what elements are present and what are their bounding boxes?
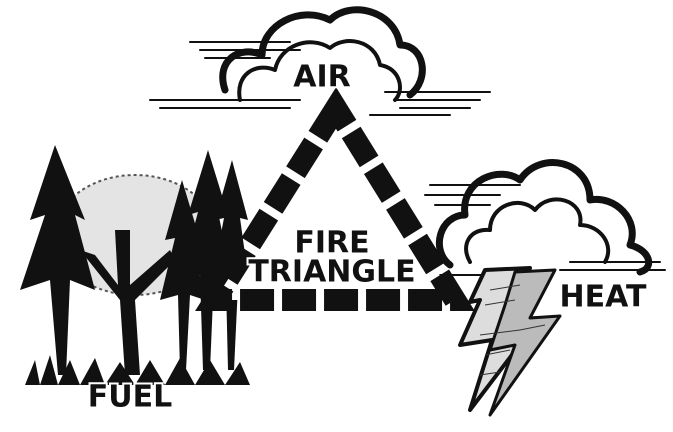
heat-label: HEAT	[560, 280, 647, 315]
triangle-label: TRIANGLE	[248, 255, 415, 290]
trees	[20, 145, 250, 385]
lightning	[458, 266, 562, 417]
air-cloud	[149, 6, 491, 116]
fire-label: FIRE	[294, 226, 369, 261]
fuel-label: FUEL	[88, 380, 172, 415]
heat-cloud	[424, 159, 666, 276]
fire-triangle-shape	[195, 87, 475, 311]
air-label: AIR	[293, 60, 350, 95]
